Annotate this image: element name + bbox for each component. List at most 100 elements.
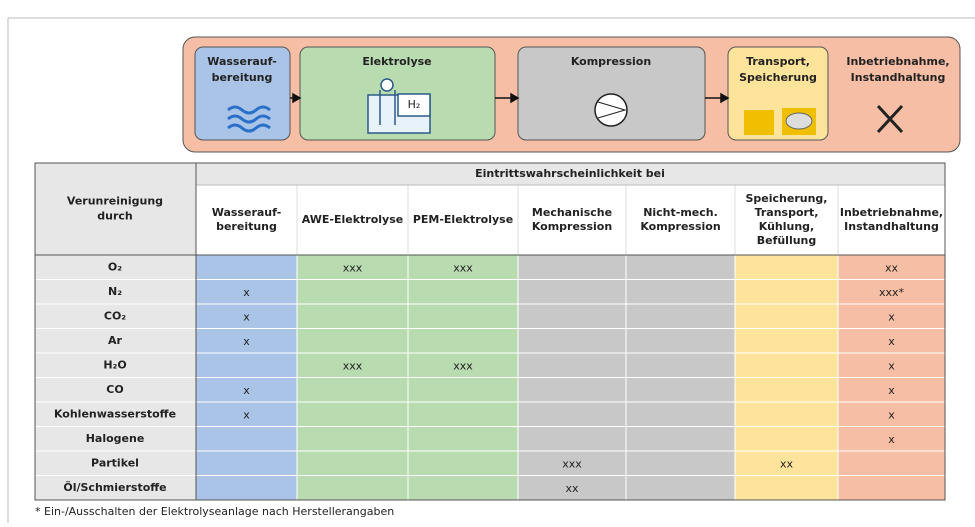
- cell: [517, 377, 627, 403]
- cell: [296, 401, 409, 427]
- cell-value: xxx: [562, 457, 582, 470]
- cell: [625, 401, 736, 427]
- row-label: CO: [106, 383, 123, 396]
- process-label: Elektrolyse: [362, 55, 431, 68]
- column-header: bereitung: [216, 220, 277, 233]
- storage-icon: [785, 112, 813, 130]
- cell: [517, 352, 627, 378]
- compressor-icon: [597, 101, 627, 119]
- column-header: Inbetriebnahme,: [840, 206, 943, 219]
- cell: [734, 279, 839, 305]
- cell: [837, 450, 946, 476]
- column-header: Speicherung,: [746, 192, 828, 205]
- water-icon: [227, 105, 271, 133]
- cell-value: xxx*: [879, 286, 905, 299]
- cell: [407, 254, 519, 280]
- cell: [837, 475, 946, 501]
- cell-value: xx: [565, 482, 579, 495]
- cell-value: x: [243, 384, 250, 397]
- row-label: Öl/Schmierstoffe: [63, 480, 166, 494]
- cell: [407, 426, 519, 452]
- cell: [625, 426, 736, 452]
- cell: [296, 450, 409, 476]
- column-header: Kompression: [532, 220, 612, 233]
- column-header: Wasserauf-: [212, 206, 282, 219]
- cell: [734, 377, 839, 403]
- cell: [407, 328, 519, 354]
- row-header-title: Verunreinigung: [67, 195, 163, 208]
- row-label: Partikel: [91, 456, 139, 469]
- cell: [734, 426, 839, 452]
- cell: [625, 450, 736, 476]
- cell: [296, 328, 409, 354]
- column-header: Nicht-mech.: [643, 206, 718, 219]
- arrows: [290, 92, 730, 104]
- cell: [625, 279, 736, 305]
- cell-value: x: [243, 310, 250, 323]
- row-label: CO₂: [104, 309, 126, 322]
- content: Wasserauf-bereitung Elektrolyse Kompressio…: [34, 55, 950, 518]
- cell: [625, 377, 736, 403]
- row-label: Kohlenwasserstoffe: [54, 407, 176, 420]
- cell: [837, 401, 946, 427]
- row-label: N₂: [108, 285, 122, 298]
- cell-value: xx: [885, 261, 899, 274]
- icon-label: H₂: [408, 98, 421, 111]
- row-label: O₂: [108, 260, 122, 273]
- cell: [734, 401, 839, 427]
- row-header-title: durch: [97, 210, 132, 223]
- process-label: bereitung: [212, 71, 273, 84]
- cell: [625, 303, 736, 329]
- cell-value: x: [888, 310, 895, 323]
- cell: [407, 352, 519, 378]
- electrolysis-icon: [367, 78, 431, 134]
- row-label: Ar: [108, 334, 123, 347]
- cell: [296, 426, 409, 452]
- process-label: Instandhaltung: [851, 71, 946, 84]
- row-label-bg: [34, 303, 197, 329]
- cell: [517, 328, 627, 354]
- row-label: Halogene: [86, 432, 145, 445]
- process-label: Kompression: [571, 55, 651, 68]
- tools-icon: [876, 104, 904, 134]
- cell: [734, 328, 839, 354]
- cell: [296, 377, 409, 403]
- cell-value: xxx: [453, 261, 473, 274]
- cell: [296, 303, 409, 329]
- cell-value: x: [888, 335, 895, 348]
- column-header: PEM-Elektrolyse: [413, 213, 513, 226]
- column-header: AWE-Elektrolyse: [302, 213, 403, 226]
- cell: [625, 328, 736, 354]
- cell: [625, 352, 736, 378]
- cell: [517, 426, 627, 452]
- cell-value: x: [243, 335, 250, 348]
- cell-value: x: [888, 408, 895, 421]
- cell: [195, 426, 298, 452]
- cell: [734, 352, 839, 378]
- cell-value: x: [888, 384, 895, 397]
- cell-value: x: [888, 433, 895, 446]
- cell: [837, 377, 946, 403]
- cell: [734, 475, 839, 501]
- cell: [195, 401, 298, 427]
- cell: [407, 377, 519, 403]
- process-label: Transport,: [746, 55, 810, 68]
- cell: [837, 352, 946, 378]
- corner-bg: [35, 163, 196, 255]
- group-header-bg: [196, 163, 945, 185]
- cell: [195, 352, 298, 378]
- cell: [296, 279, 409, 305]
- column-header: Befüllung: [757, 234, 817, 247]
- cell-value: x: [888, 359, 895, 372]
- cell: [625, 475, 736, 501]
- cell-value: x: [243, 408, 250, 421]
- cell: [195, 450, 298, 476]
- cell-value: xx: [780, 457, 794, 470]
- cell-value: xxx: [343, 359, 363, 372]
- cell: [734, 303, 839, 329]
- column-header: Kompression: [640, 220, 720, 233]
- table-border: [34, 162, 946, 501]
- cell: [407, 279, 519, 305]
- cell: [517, 401, 627, 427]
